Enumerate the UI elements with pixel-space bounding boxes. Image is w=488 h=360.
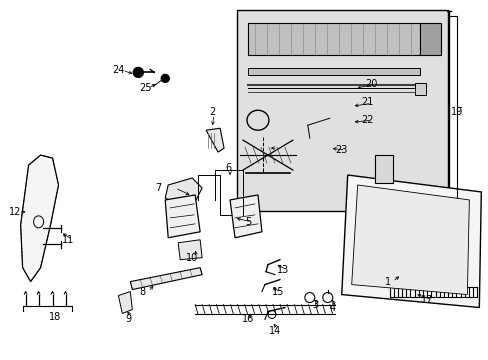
Text: 10: 10	[185, 253, 198, 263]
Polygon shape	[178, 240, 202, 260]
Text: 8: 8	[139, 287, 145, 297]
Text: 19: 19	[450, 107, 463, 117]
Text: 5: 5	[244, 217, 251, 227]
Text: 2: 2	[208, 107, 215, 117]
Text: 13: 13	[276, 265, 288, 275]
Bar	[419, 23, 441, 55]
Polygon shape	[20, 155, 59, 282]
Text: 1: 1	[384, 276, 390, 287]
FancyBboxPatch shape	[237, 10, 447, 211]
Polygon shape	[118, 292, 132, 314]
Text: 9: 9	[125, 314, 131, 324]
Text: 6: 6	[224, 163, 231, 173]
Polygon shape	[130, 268, 202, 289]
Polygon shape	[205, 128, 224, 152]
Bar	[374, 155, 392, 183]
Text: 17: 17	[421, 294, 433, 305]
Text: 16: 16	[242, 314, 254, 324]
Text: 22: 22	[361, 115, 373, 125]
Text: 7: 7	[155, 183, 161, 193]
Polygon shape	[351, 185, 468, 294]
Text: 24: 24	[112, 66, 124, 76]
Polygon shape	[247, 23, 419, 55]
Polygon shape	[165, 195, 200, 238]
Polygon shape	[165, 178, 202, 205]
Polygon shape	[341, 175, 480, 307]
Text: 18: 18	[49, 312, 61, 323]
Text: 3: 3	[312, 300, 318, 310]
Text: 15: 15	[271, 287, 284, 297]
Text: 25: 25	[139, 84, 151, 93]
Text: 23: 23	[335, 145, 347, 155]
Circle shape	[133, 67, 143, 77]
Circle shape	[161, 75, 169, 82]
Polygon shape	[229, 195, 262, 238]
Bar	[414, 84, 426, 95]
Text: 11: 11	[62, 235, 75, 245]
Text: 12: 12	[8, 207, 21, 217]
Text: 20: 20	[365, 79, 377, 89]
Polygon shape	[247, 68, 419, 75]
Text: 21: 21	[361, 97, 373, 107]
Text: 14: 14	[268, 327, 281, 336]
Text: 4: 4	[329, 302, 335, 312]
